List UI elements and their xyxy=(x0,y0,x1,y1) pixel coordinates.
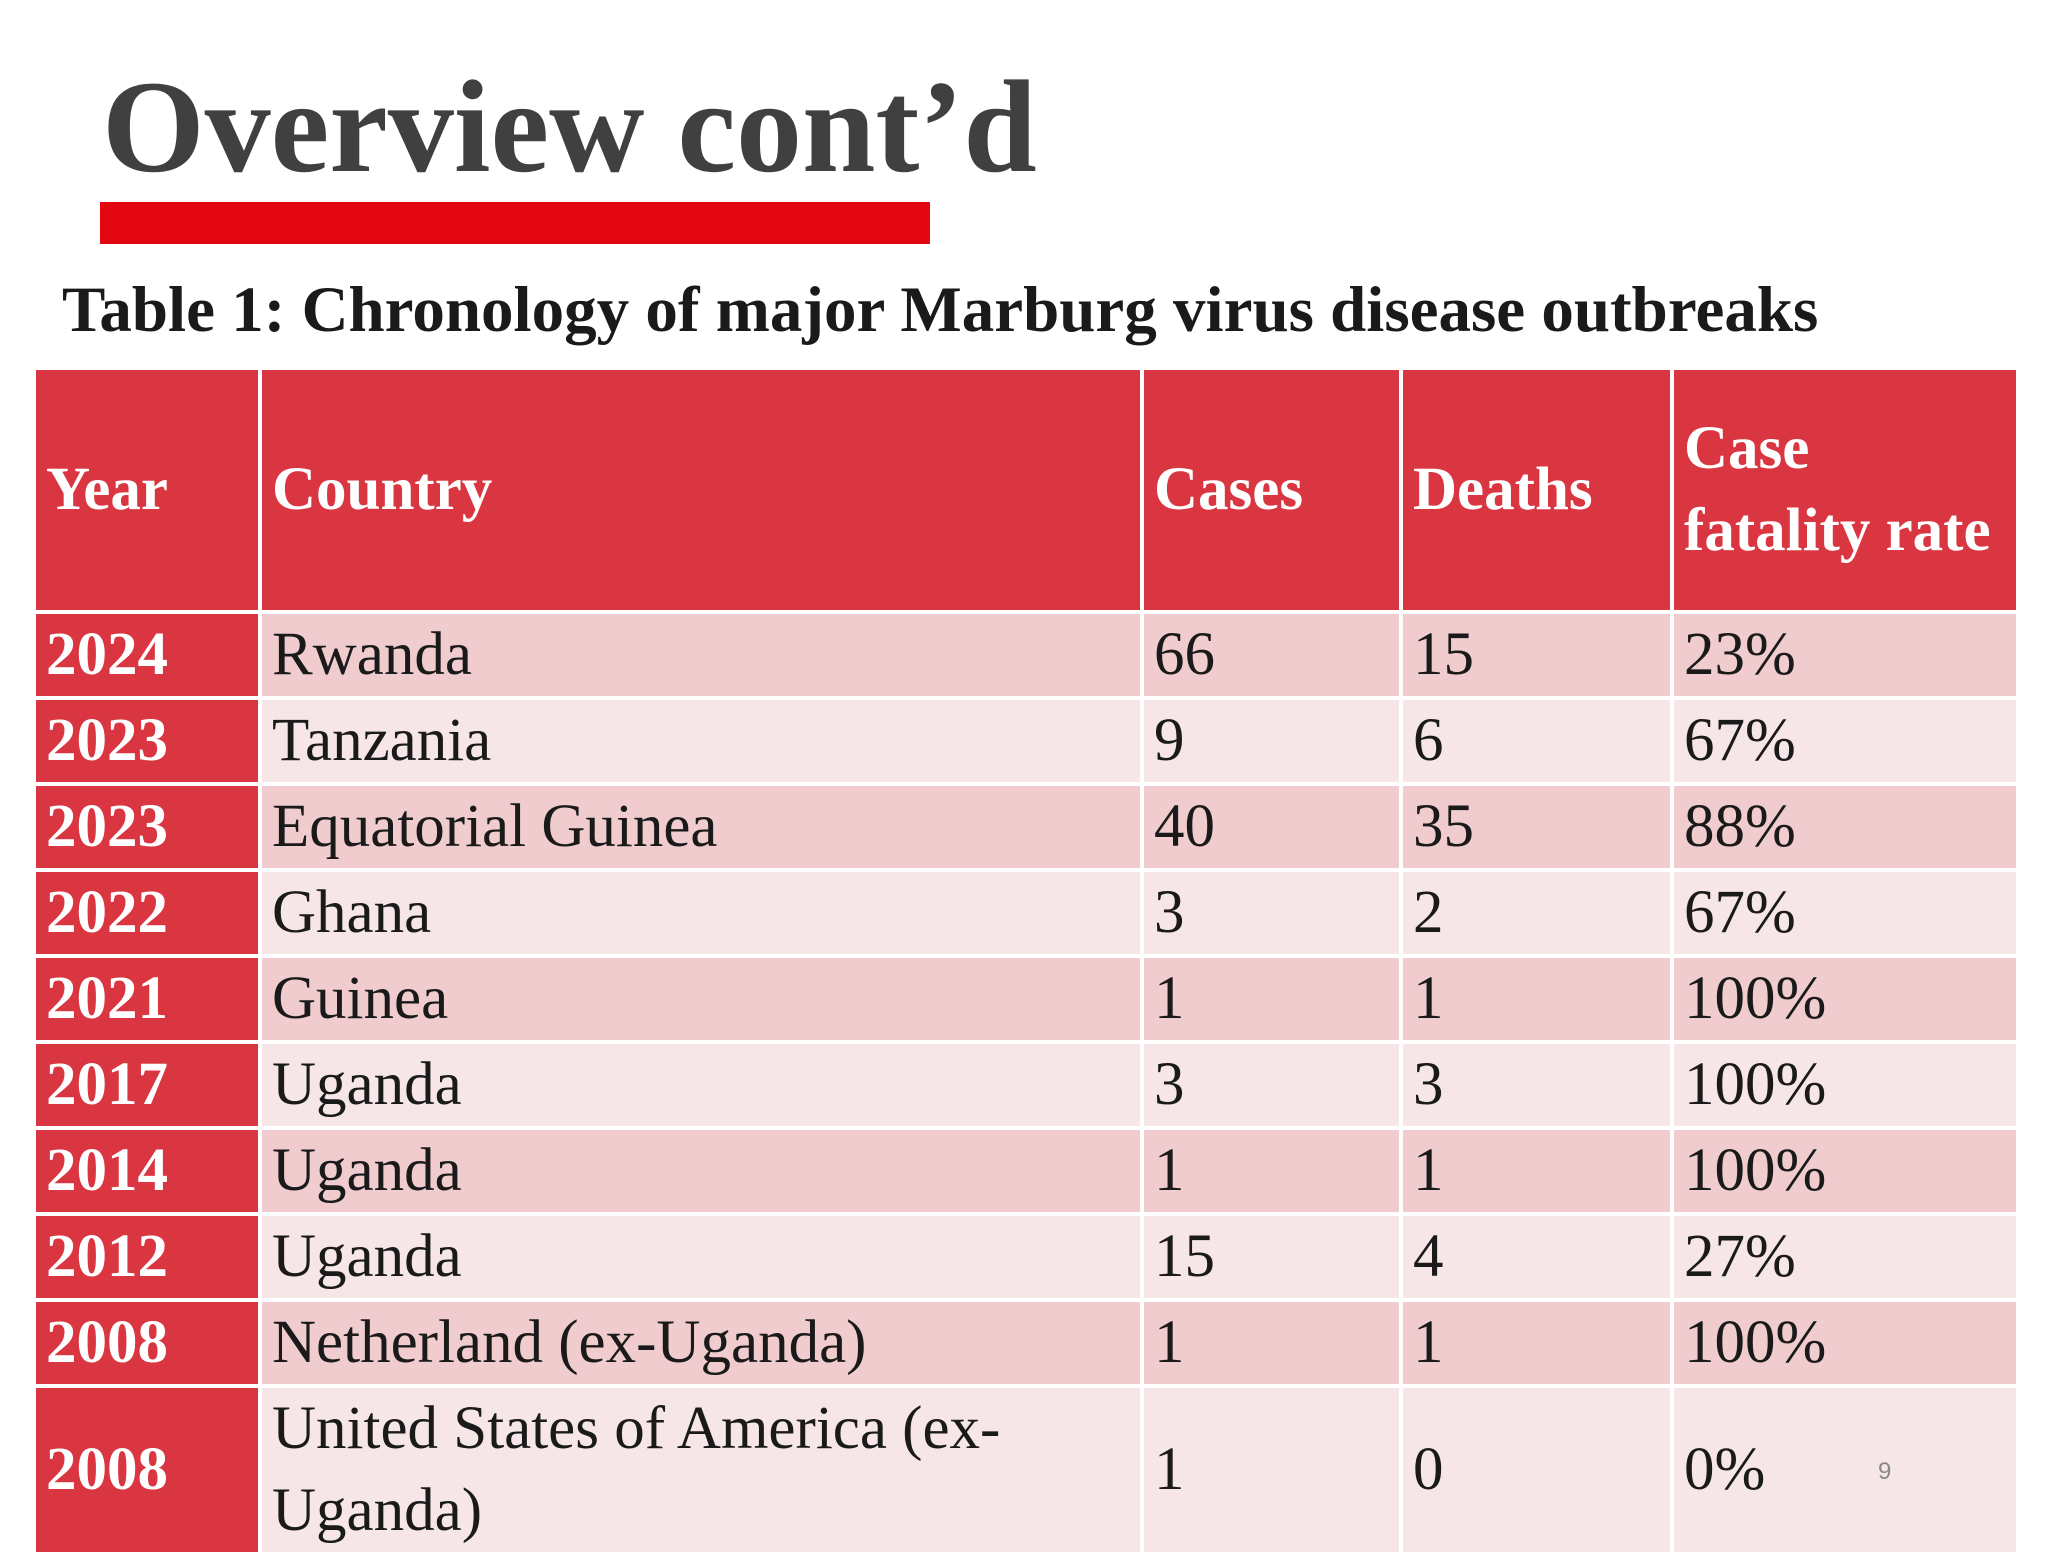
header-country: Country xyxy=(258,366,1144,614)
case-fatality-rate-cell: 67% xyxy=(1670,696,2020,786)
table-caption: Table 1: Chronology of major Marburg vir… xyxy=(62,274,1819,346)
header-cases: Cases xyxy=(1140,366,1403,614)
table-row: 2014 Uganda 1 1 100% xyxy=(32,1126,2020,1216)
cases-cell: 9 xyxy=(1140,696,1403,786)
deaths-cell: 1 xyxy=(1399,1126,1674,1216)
cases-cell: 66 xyxy=(1140,610,1403,700)
year-cell: 2017 xyxy=(32,1040,262,1130)
table-header-row: Year Country Cases Deaths Case fatality … xyxy=(32,366,2020,614)
case-fatality-rate-cell: 100% xyxy=(1670,1298,2020,1388)
table-row: 2008 United States of America (ex-Uganda)… xyxy=(32,1384,2020,1556)
case-fatality-rate-cell: 100% xyxy=(1670,954,2020,1044)
country-cell: Rwanda xyxy=(258,610,1144,700)
case-fatality-rate-cell: 88% xyxy=(1670,782,2020,872)
year-cell: 2014 xyxy=(32,1126,262,1216)
page-number: 9 xyxy=(1878,1458,1892,1485)
case-fatality-rate-cell: 67% xyxy=(1670,868,2020,958)
case-fatality-rate-cell: 23% xyxy=(1670,610,2020,700)
cases-cell: 3 xyxy=(1140,868,1403,958)
deaths-cell: 2 xyxy=(1399,868,1674,958)
year-cell: 2012 xyxy=(32,1212,262,1302)
deaths-cell: 3 xyxy=(1399,1040,1674,1130)
table-row: 2024 Rwanda 66 15 23% xyxy=(32,610,2020,700)
country-cell: Tanzania xyxy=(258,696,1144,786)
case-fatality-rate-cell: 100% xyxy=(1670,1126,2020,1216)
year-cell: 2024 xyxy=(32,610,262,700)
country-cell: Uganda xyxy=(258,1040,1144,1130)
deaths-cell: 4 xyxy=(1399,1212,1674,1302)
title-accent-bar xyxy=(100,202,930,244)
header-deaths: Deaths xyxy=(1399,366,1674,614)
cases-cell: 3 xyxy=(1140,1040,1403,1130)
country-cell: Uganda xyxy=(258,1126,1144,1216)
table-row: 2021 Guinea 1 1 100% xyxy=(32,954,2020,1044)
country-cell: Uganda xyxy=(258,1212,1144,1302)
deaths-cell: 0 xyxy=(1399,1384,1674,1556)
header-case-fatality-rate: Case fatality rate xyxy=(1670,366,2020,614)
slide-title: Overview cont’d xyxy=(102,53,1037,200)
deaths-cell: 6 xyxy=(1399,696,1674,786)
header-year: Year xyxy=(32,366,262,614)
cases-cell: 1 xyxy=(1140,1126,1403,1216)
country-cell: Guinea xyxy=(258,954,1144,1044)
deaths-cell: 35 xyxy=(1399,782,1674,872)
country-cell: Equatorial Guinea xyxy=(258,782,1144,872)
year-cell: 2022 xyxy=(32,868,262,958)
outbreaks-table: Year Country Cases Deaths Case fatality … xyxy=(32,366,2020,1556)
cases-cell: 1 xyxy=(1140,954,1403,1044)
deaths-cell: 1 xyxy=(1399,1298,1674,1388)
year-cell: 2008 xyxy=(32,1384,262,1556)
country-cell: Netherland (ex-Uganda) xyxy=(258,1298,1144,1388)
table-row: 2012 Uganda 15 4 27% xyxy=(32,1212,2020,1302)
deaths-cell: 15 xyxy=(1399,610,1674,700)
cases-cell: 15 xyxy=(1140,1212,1403,1302)
case-fatality-rate-cell: 100% xyxy=(1670,1040,2020,1130)
year-cell: 2023 xyxy=(32,782,262,872)
cases-cell: 1 xyxy=(1140,1298,1403,1388)
table-row: 2008 Netherland (ex-Uganda) 1 1 100% xyxy=(32,1298,2020,1388)
cases-cell: 40 xyxy=(1140,782,1403,872)
case-fatality-rate-cell: 27% xyxy=(1670,1212,2020,1302)
table-row: 2023 Equatorial Guinea 40 35 88% xyxy=(32,782,2020,872)
table-row: 2017 Uganda 3 3 100% xyxy=(32,1040,2020,1130)
year-cell: 2021 xyxy=(32,954,262,1044)
cases-cell: 1 xyxy=(1140,1384,1403,1556)
country-cell: United States of America (ex-Uganda) xyxy=(258,1384,1144,1556)
deaths-cell: 1 xyxy=(1399,954,1674,1044)
case-fatality-rate-cell: 0% xyxy=(1670,1384,2020,1556)
year-cell: 2008 xyxy=(32,1298,262,1388)
country-cell: Ghana xyxy=(258,868,1144,958)
table-row: 2022 Ghana 3 2 67% xyxy=(32,868,2020,958)
table-row: 2023 Tanzania 9 6 67% xyxy=(32,696,2020,786)
table-body: 2024 Rwanda 66 15 23% 2023 Tanzania 9 6 67% 2023 Eq… xyxy=(32,610,2020,1556)
year-cell: 2023 xyxy=(32,696,262,786)
